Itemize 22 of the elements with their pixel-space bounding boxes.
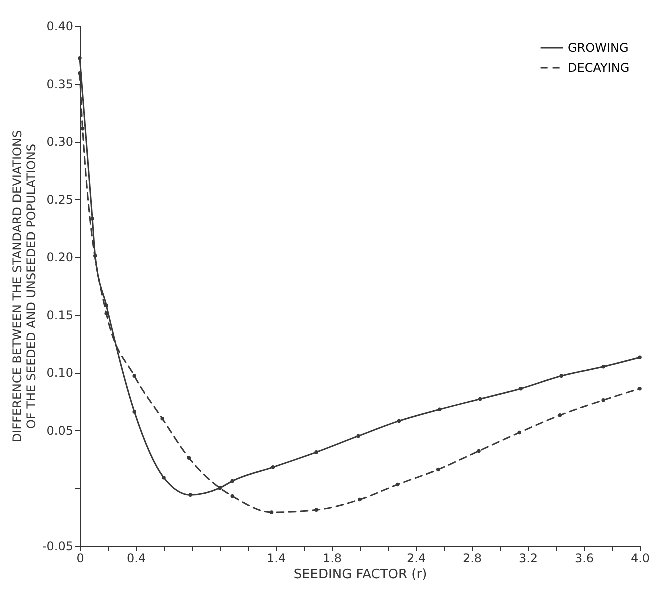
- x-axis-title: SEEDING FACTOR (r): [294, 568, 428, 582]
- y-tick-label: -0.05: [42, 540, 74, 554]
- y-tick-label: 0.30: [46, 135, 74, 150]
- y-tick-label: 0.35: [46, 77, 74, 92]
- x-tick-label: 3.6: [574, 552, 594, 566]
- y-tick-label: 0.05: [46, 424, 74, 438]
- y-tick-label: 0.25: [46, 192, 74, 207]
- x-tick-label: 1.8: [322, 552, 342, 566]
- legend-label: DECAYING: [568, 61, 630, 75]
- legend-label: GROWING: [568, 41, 629, 55]
- x-tick-label: 4.0: [630, 552, 650, 566]
- x-tick-label: 0.4: [126, 552, 146, 566]
- y-tick-label: 0.15: [46, 308, 74, 322]
- y-tick-label: 0.20: [46, 250, 74, 265]
- y-axis-title: DIFFERENCE BETWEEN THE STANDARD DEVIATIONS OF THE SEEDED AND UNSEEDED POPULATIONS: [10, 130, 38, 443]
- x-tick-label: 2.8: [462, 552, 482, 566]
- x-tick-label: 3.2: [518, 552, 538, 566]
- y-tick-label: 0.10: [46, 366, 74, 380]
- x-tick-label: 0: [76, 552, 84, 566]
- x-tick-label: 2.4: [406, 552, 426, 566]
- x-tick-label: 1.4: [266, 552, 286, 566]
- y-tick-label: 0.40: [46, 20, 74, 34]
